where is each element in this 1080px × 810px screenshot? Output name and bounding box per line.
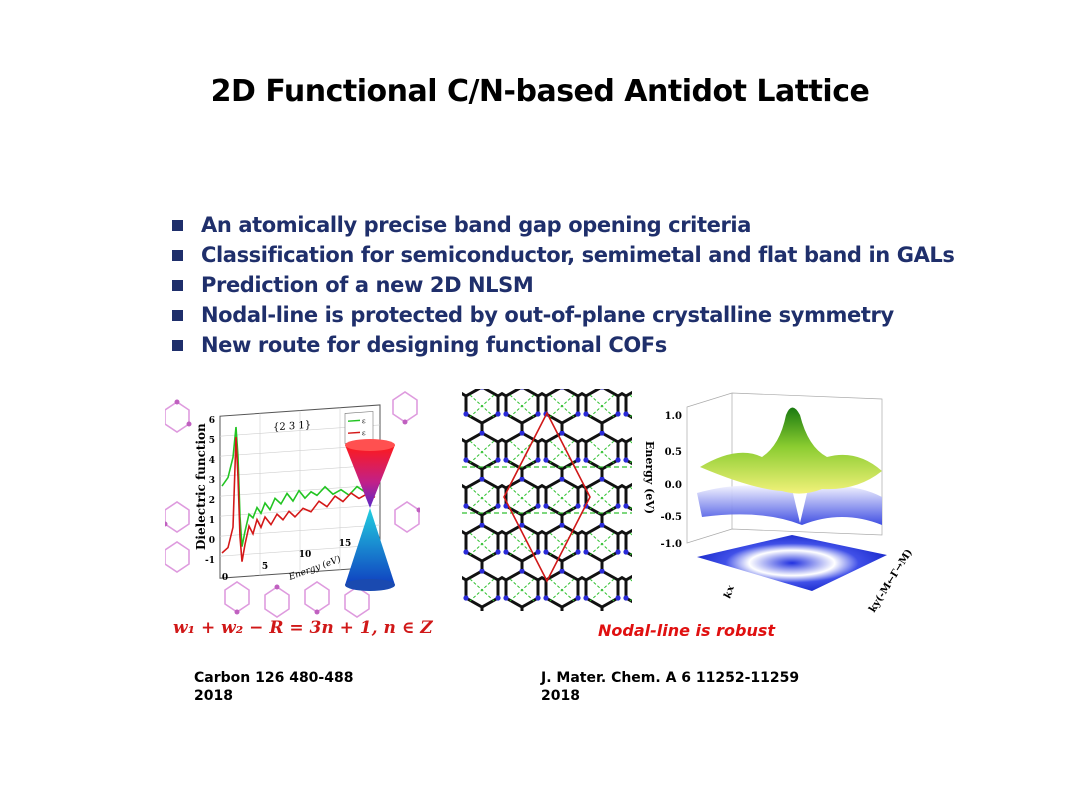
- bullet-text: Nodal-line is protected by out-of-plane …: [201, 303, 894, 327]
- bullet-item: An atomically precise band gap opening c…: [172, 210, 972, 240]
- energy-axis-label: Energy (eV): [643, 441, 656, 514]
- reference-journal: J. Mater. Chem. A 6 11252-11259: [541, 670, 800, 686]
- square-bullet-icon: [172, 309, 183, 321]
- bullet-list: An atomically precise band gap opening c…: [172, 210, 972, 360]
- y-tick-labels: 6 5 4 3 2 1 0 -1: [205, 416, 215, 566]
- kx-axis-label: kx: [722, 583, 737, 600]
- reference-journal: Carbon 126 480-488: [194, 670, 354, 686]
- energy-tick-label: 0.0: [665, 480, 682, 491]
- square-bullet-icon: [172, 249, 183, 261]
- dirac-cone-icon: [345, 439, 395, 591]
- band-gap-formula: w₁ + w₂ − R = 3n + 1, n ∈ Z: [173, 618, 433, 638]
- x-tick-label: 5: [262, 562, 268, 572]
- y-axis-label: Dielectric function: [194, 423, 208, 550]
- unit-cell-outline: [503, 411, 591, 583]
- y-tick-label: 4: [209, 456, 215, 466]
- x-tick-label: 15: [339, 539, 352, 549]
- energy-tick-label: 0.5: [665, 447, 682, 458]
- legend-label-2: ε: [362, 429, 366, 437]
- dielectric-function-figure: ε ε {2 3 1} 6 5 4 3 2 1 0 -1 0 5 10 15 D…: [165, 391, 420, 618]
- energy-tick-label: -0.5: [660, 512, 682, 523]
- legend-red-swatch: [348, 431, 360, 434]
- reference-year: 2018: [541, 688, 580, 704]
- y-tick-label: -1: [205, 556, 215, 566]
- crystal-lattice-structure: [462, 389, 632, 611]
- energy-tick-labels: 1.0 0.5 0.0 -0.5 -1.0: [660, 411, 682, 550]
- y-tick-label: 0: [209, 536, 215, 546]
- bullet-item: Nodal-line is protected by out-of-plane …: [172, 300, 972, 330]
- slide-title: 2D Functional C/N-based Antidot Lattice: [210, 74, 870, 109]
- plot-panel: ε ε {2 3 1}: [219, 404, 381, 579]
- bullet-text: An atomically precise band gap opening c…: [201, 213, 751, 237]
- square-bullet-icon: [172, 339, 183, 351]
- plot-annotation: {2 3 1}: [273, 420, 311, 434]
- upper-band-surface: [700, 407, 882, 494]
- bullet-item: New route for designing functional COFs: [172, 330, 972, 360]
- legend-green-swatch: [348, 419, 360, 422]
- bullet-item: Prediction of a new 2D NLSM: [172, 270, 972, 300]
- x-tick-labels: 0 5 10 15: [222, 539, 351, 583]
- energy-tick-label: -1.0: [660, 539, 682, 550]
- square-bullet-icon: [172, 219, 183, 231]
- reference-year: 2018: [194, 688, 233, 704]
- bullet-text: Prediction of a new 2D NLSM: [201, 273, 534, 297]
- bullet-text: Classification for semiconductor, semime…: [201, 243, 955, 267]
- y-tick-label: 1: [209, 516, 215, 526]
- nodal-line-figure: 1.0 0.5 0.0 -0.5 -1.0 Energy (eV) kx ky(…: [462, 389, 915, 615]
- floor-projection: [697, 535, 887, 591]
- reference-jmca: J. Mater. Chem. A 6 11252-11259 2018: [541, 669, 799, 705]
- y-tick-label: 2: [209, 496, 215, 506]
- band-structure-3d-plot: 1.0 0.5 0.0 -0.5 -1.0 Energy (eV) kx ky(…: [643, 392, 915, 615]
- x-tick-label: 10: [299, 550, 312, 560]
- nodal-line-caption: Nodal-line is robust: [598, 621, 776, 640]
- bullet-item: Classification for semiconductor, semime…: [172, 240, 972, 270]
- x-tick-label: 0: [222, 573, 228, 583]
- lower-band-surface: [697, 485, 882, 525]
- bullet-text: New route for designing functional COFs: [201, 333, 667, 357]
- legend-label-1: ε: [362, 417, 366, 425]
- legend-box: [344, 411, 374, 444]
- reference-carbon: Carbon 126 480-488 2018: [194, 669, 353, 705]
- energy-tick-label: 1.0: [665, 411, 682, 422]
- y-tick-label: 5: [209, 436, 215, 446]
- y-tick-label: 6: [209, 416, 215, 426]
- square-bullet-icon: [172, 279, 183, 291]
- red-curve: [221, 436, 376, 562]
- y-tick-label: 3: [209, 476, 215, 486]
